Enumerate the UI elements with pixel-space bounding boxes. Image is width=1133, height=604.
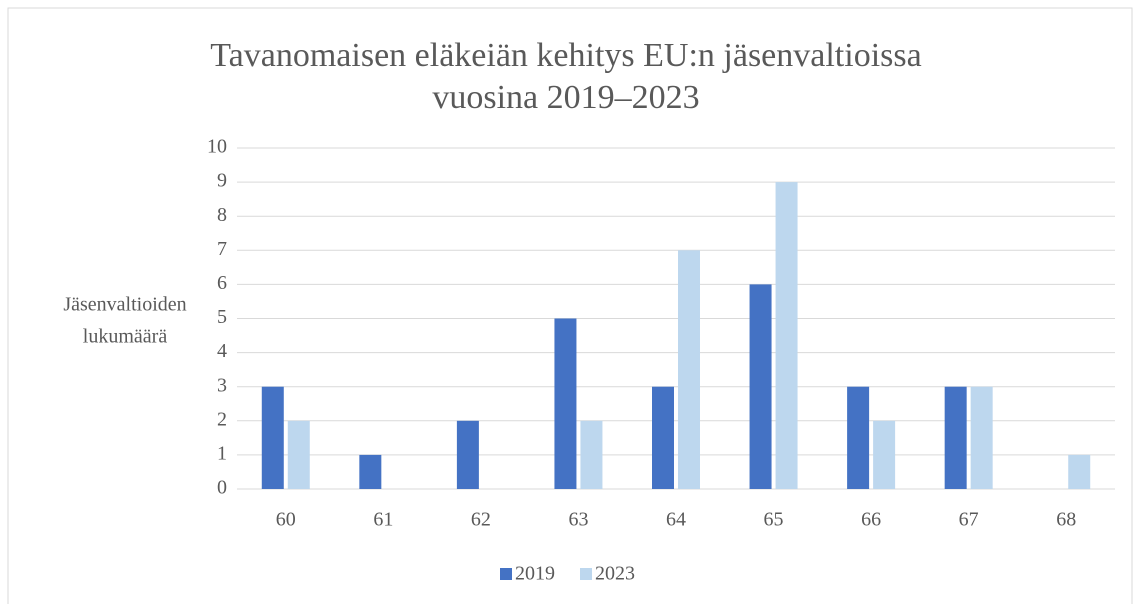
x-tick-label: 67	[959, 509, 979, 531]
y-tick-label: 7	[217, 238, 227, 260]
bar	[775, 182, 798, 489]
bar	[873, 420, 896, 489]
bar	[359, 454, 382, 489]
bar	[456, 420, 479, 489]
bar	[580, 420, 603, 489]
bar	[652, 386, 674, 489]
bar	[678, 250, 700, 489]
legend-label: 2019	[515, 563, 555, 585]
chart-title: Tavanomaisen eläkeiän kehitys EU:n jäsen…	[210, 37, 921, 74]
x-tick-label: 62	[471, 509, 491, 531]
chart-title: vuosina 2019–2023	[432, 79, 699, 116]
y-tick-label: 9	[217, 170, 227, 192]
x-tick-label: 64	[666, 509, 686, 531]
bar	[847, 386, 870, 489]
y-tick-label: 3	[217, 374, 227, 396]
bar	[261, 386, 284, 489]
legend-swatch	[500, 568, 512, 580]
x-tick-label: 68	[1056, 509, 1076, 531]
legend-swatch	[580, 568, 592, 580]
y-axis-label: Jäsenvaltioiden	[63, 294, 186, 316]
bar	[970, 386, 993, 489]
x-tick-label: 66	[861, 509, 881, 531]
x-tick-label: 61	[373, 509, 393, 531]
bar	[554, 318, 577, 489]
y-tick-label: 2	[217, 408, 227, 430]
x-tick-label: 63	[568, 509, 588, 531]
y-tick-label: 5	[217, 306, 227, 328]
y-tick-label: 0	[217, 477, 227, 499]
y-tick-label: 8	[217, 204, 227, 226]
x-tick-label: 65	[764, 509, 784, 531]
bar	[287, 420, 310, 489]
y-axis-label: lukumäärä	[83, 326, 168, 348]
bar	[944, 386, 967, 489]
y-tick-label: 10	[207, 136, 227, 158]
x-tick-label: 60	[276, 509, 296, 531]
chart-frame	[7, 7, 1133, 604]
y-tick-label: 6	[217, 272, 227, 294]
bar	[749, 284, 772, 489]
legend-label: 2023	[595, 563, 635, 585]
y-tick-label: 1	[217, 442, 227, 464]
bar	[1068, 454, 1091, 489]
y-tick-label: 4	[217, 340, 227, 362]
